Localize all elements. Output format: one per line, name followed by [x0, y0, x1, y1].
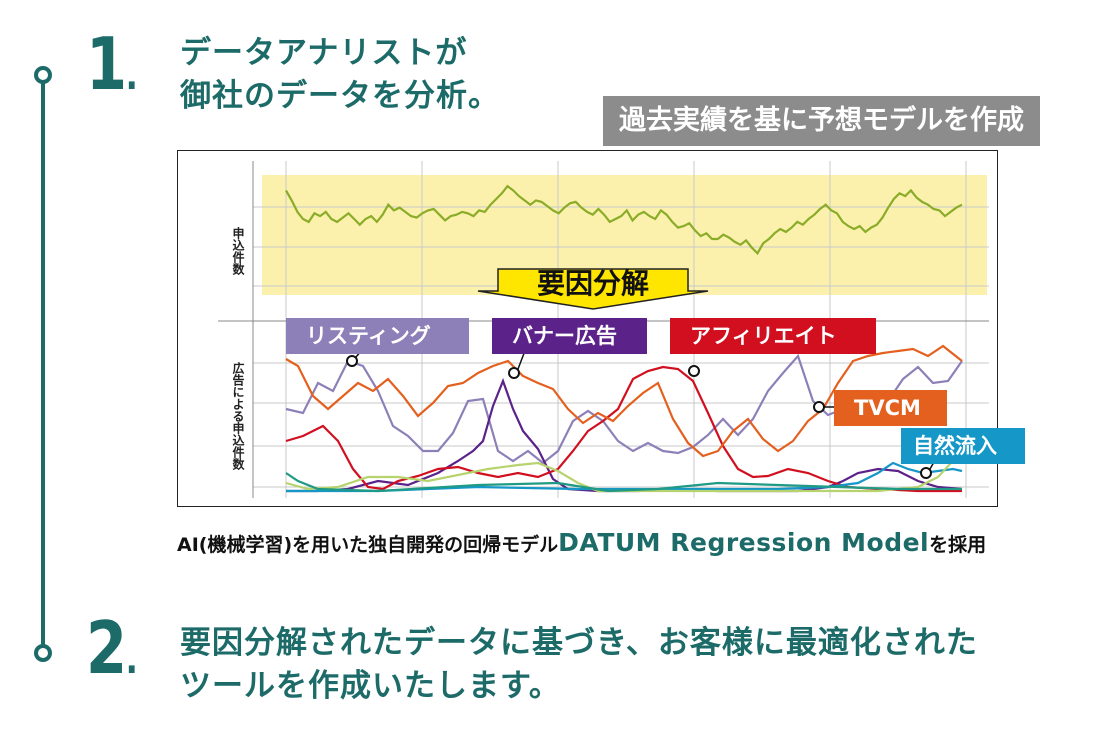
step-2-title-line1: 要因分解されたデータに基づき、お客様に最適化された — [180, 625, 978, 661]
series-line-affiliate — [285, 365, 962, 493]
caption-suffix: を採用 — [929, 534, 987, 556]
step-1-title-line2: 御社のデータを分析。 — [180, 78, 500, 114]
caption-model-name: DATUM Regression Model — [558, 528, 930, 557]
leader-marker — [920, 467, 932, 479]
step-1-title: データアナリストが 御社のデータを分析。 — [180, 32, 500, 118]
bottom-ylabel: 広告による申込件数 — [231, 361, 245, 471]
step-1-number: 1. — [86, 22, 138, 106]
series-line-teal — [285, 472, 962, 493]
model-badge: 過去実績を基に予想モデルを作成 — [603, 96, 1040, 146]
label-listing-text: リスティング — [306, 324, 431, 348]
step-2-title: 要因分解されたデータに基づき、お客様に最適化された ツールを作成いたします。 — [180, 622, 978, 708]
label-tvcm-text: TVCM — [854, 396, 921, 420]
label-banner: バナー広告 — [492, 318, 647, 354]
leader-marker — [688, 365, 700, 377]
decomposition-label: 要因分解 — [537, 267, 649, 300]
caption-prefix: AI(機械学習)を用いた独自開発の回帰モデル — [177, 534, 559, 556]
label-affiliate: アフィリエイト — [670, 318, 876, 354]
series-line-green — [285, 450, 963, 493]
step-2-title-line2: ツールを作成いたします。 — [180, 668, 561, 704]
top-ylabel: 申込件数 — [231, 226, 245, 276]
series-line-organic — [286, 461, 963, 493]
leader-marker — [508, 367, 520, 379]
decomposition-arrow — [477, 268, 709, 310]
leader-marker — [346, 355, 358, 367]
label-banner-text: バナー広告 — [512, 324, 617, 348]
label-organic-text: 自然流入 — [913, 434, 997, 458]
step-2-number: 2. — [86, 606, 138, 690]
label-organic: 自然流入 — [901, 428, 1025, 464]
timeline-line — [41, 78, 45, 654]
label-affiliate-text: アフィリエイト — [690, 324, 837, 348]
series-line-applications — [285, 184, 963, 256]
leader-marker — [813, 401, 825, 413]
caption: AI(機械学習)を用いた独自開発の回帰モデルDATUM Regression M… — [177, 528, 986, 557]
series-line-tvcm — [285, 344, 963, 458]
label-listing: リスティング — [286, 318, 469, 354]
step-1-title-line1: データアナリストが — [180, 35, 468, 71]
label-tvcm: TVCM — [834, 390, 947, 426]
timeline-dot-2 — [34, 644, 52, 662]
timeline-dot-1 — [34, 66, 52, 84]
